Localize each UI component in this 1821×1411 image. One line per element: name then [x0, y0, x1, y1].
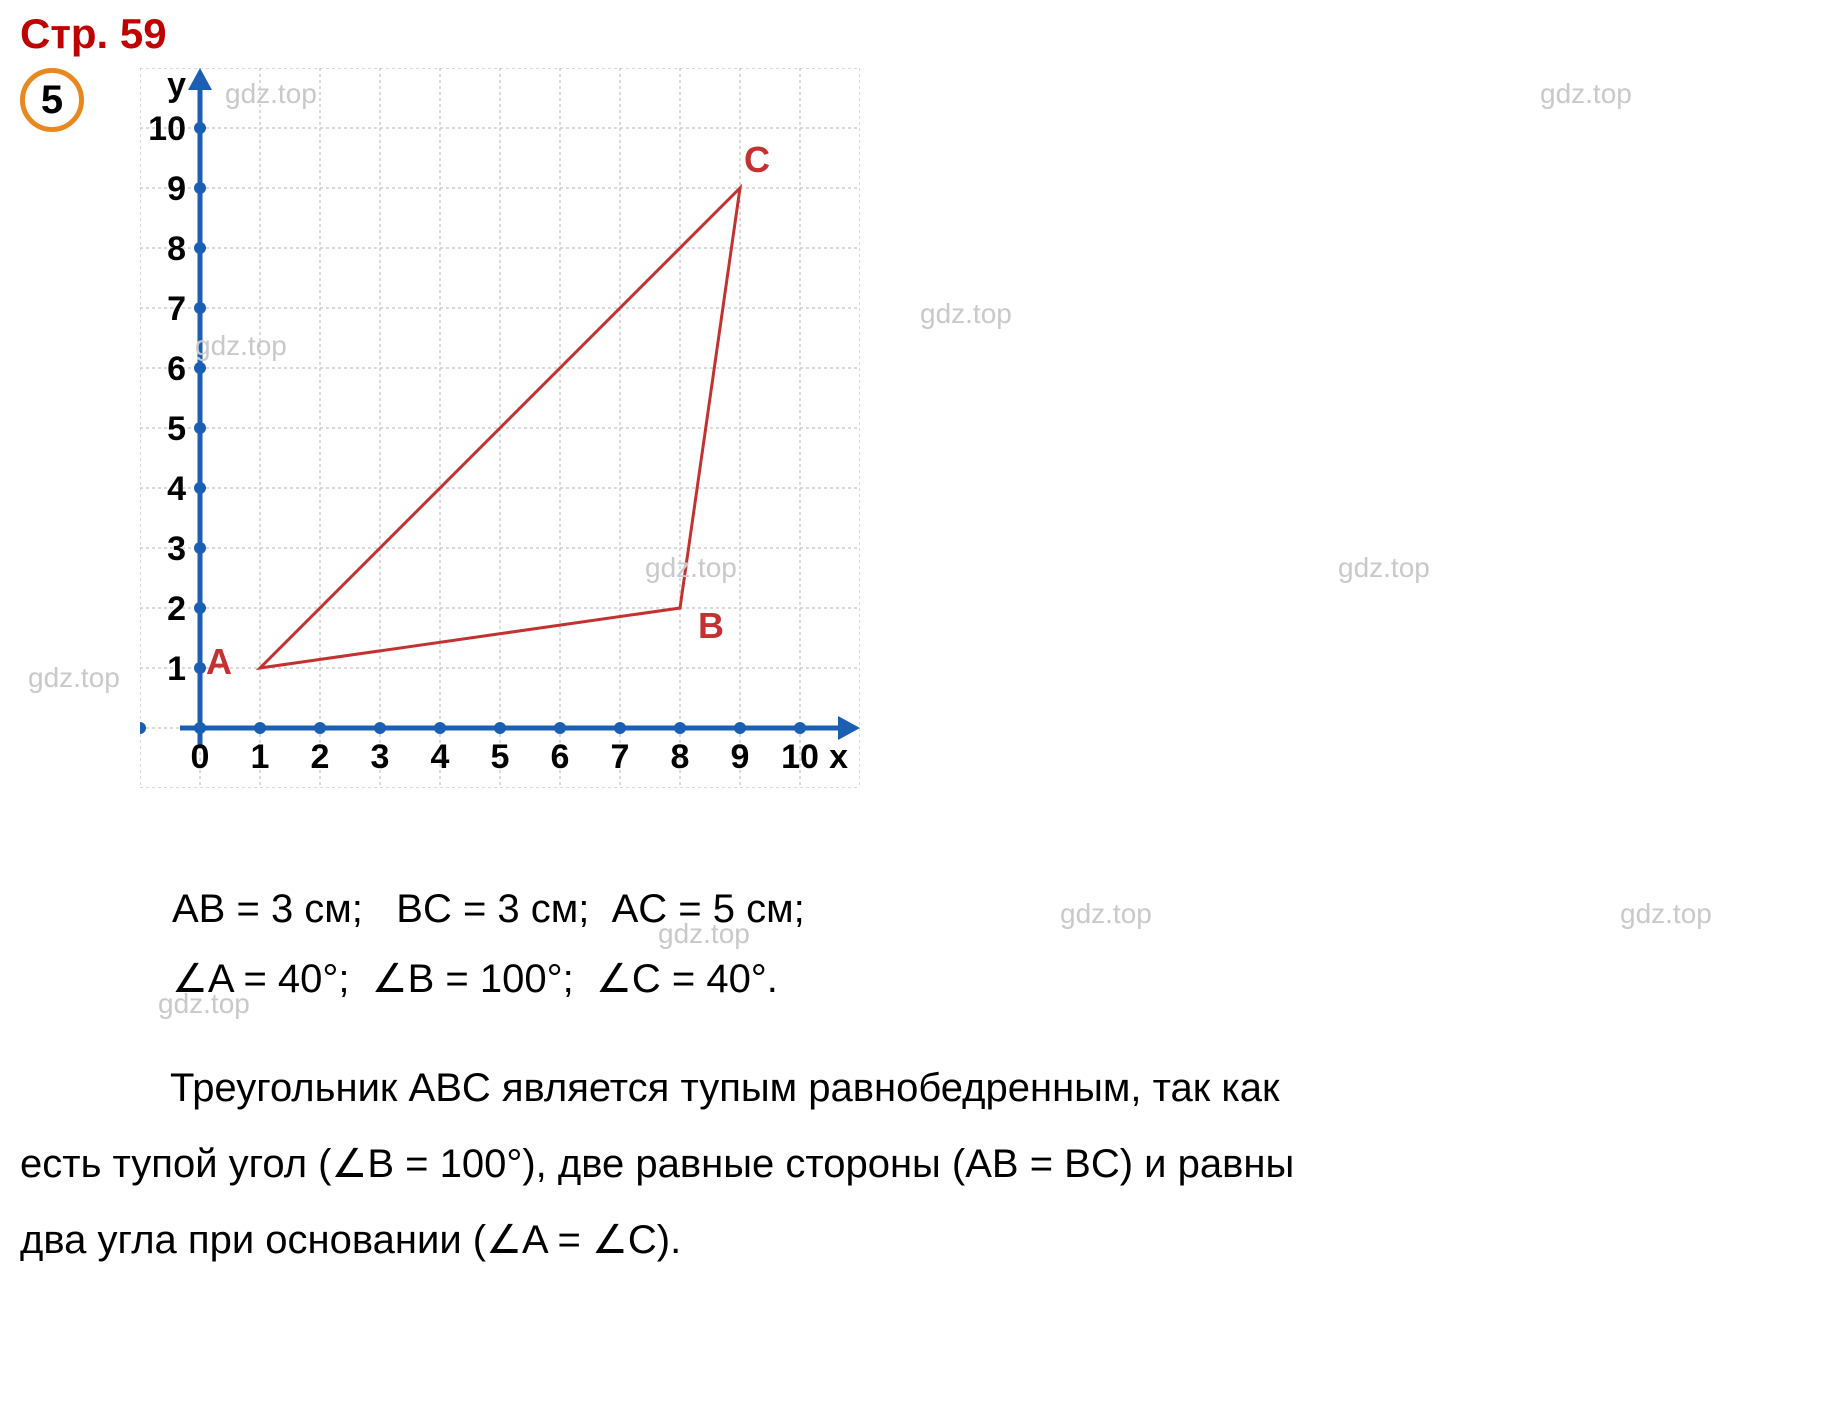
svg-text:7: 7	[611, 738, 630, 776]
svg-text:A: A	[206, 641, 232, 682]
svg-text:1: 1	[167, 650, 186, 688]
side-measurements: AB = 3 см; BC = 3 см; AC = 5 см;	[172, 875, 1772, 943]
svg-text:5: 5	[491, 738, 510, 776]
svg-text:y: y	[167, 68, 186, 104]
svg-text:3: 3	[167, 530, 186, 568]
svg-text:B: B	[698, 605, 724, 646]
svg-text:6: 6	[551, 738, 570, 776]
watermark-text: gdz.top	[920, 298, 1012, 330]
chart-svg: 0 1 2 3 4 5 6 7 8 9 10 1 2 3 4 5 6 7 8 9 10 x y A B C	[140, 68, 860, 788]
svg-text:8: 8	[167, 230, 186, 268]
svg-text:9: 9	[167, 170, 186, 208]
svg-text:0: 0	[191, 738, 210, 776]
desc-line-3: два угла при основании (∠A = ∠C).	[20, 1218, 681, 1262]
desc-line-1: Треугольник ABC является тупым равнобедр…	[170, 1066, 1280, 1110]
desc-line-2: есть тупой угол (∠B = 100°), две равные …	[20, 1142, 1294, 1186]
svg-text:6: 6	[167, 350, 186, 388]
svg-text:3: 3	[371, 738, 390, 776]
watermark-text: gdz.top	[1540, 78, 1632, 110]
svg-text:10: 10	[148, 110, 186, 148]
svg-text:7: 7	[167, 290, 186, 328]
svg-text:C: C	[744, 139, 770, 180]
measure-ac: AC = 5 см;	[612, 887, 805, 931]
watermark-text: gdz.top	[28, 662, 120, 694]
measure-bc: BC = 3 см;	[396, 887, 589, 931]
coordinate-chart: 0 1 2 3 4 5 6 7 8 9 10 1 2 3 4 5 6 7 8 9 10 x y A B C	[140, 68, 860, 793]
watermark-text: gdz.top	[1338, 552, 1430, 584]
angle-b: ∠B = 100°;	[372, 957, 574, 1001]
svg-text:9: 9	[731, 738, 750, 776]
angle-a: ∠A = 40°;	[172, 957, 350, 1001]
svg-text:2: 2	[167, 590, 186, 628]
problem-number-badge: 5	[20, 68, 84, 132]
problem-number: 5	[41, 78, 63, 123]
svg-text:10: 10	[781, 738, 819, 776]
angle-c: ∠C = 40°.	[596, 957, 778, 1001]
svg-text:5: 5	[167, 410, 186, 448]
svg-text:4: 4	[167, 470, 186, 508]
svg-text:x: x	[829, 738, 848, 776]
svg-text:2: 2	[311, 738, 330, 776]
page-label: Стр. 59	[20, 10, 167, 58]
svg-text:1: 1	[251, 738, 270, 776]
angle-measurements: ∠A = 40°; ∠B = 100°; ∠C = 40°.	[172, 945, 1772, 1013]
svg-text:8: 8	[671, 738, 690, 776]
triangle-description: Треугольник ABC является тупым равнобедр…	[20, 1050, 1810, 1278]
svg-text:4: 4	[431, 738, 450, 776]
measure-ab: AB = 3 см;	[172, 887, 363, 931]
